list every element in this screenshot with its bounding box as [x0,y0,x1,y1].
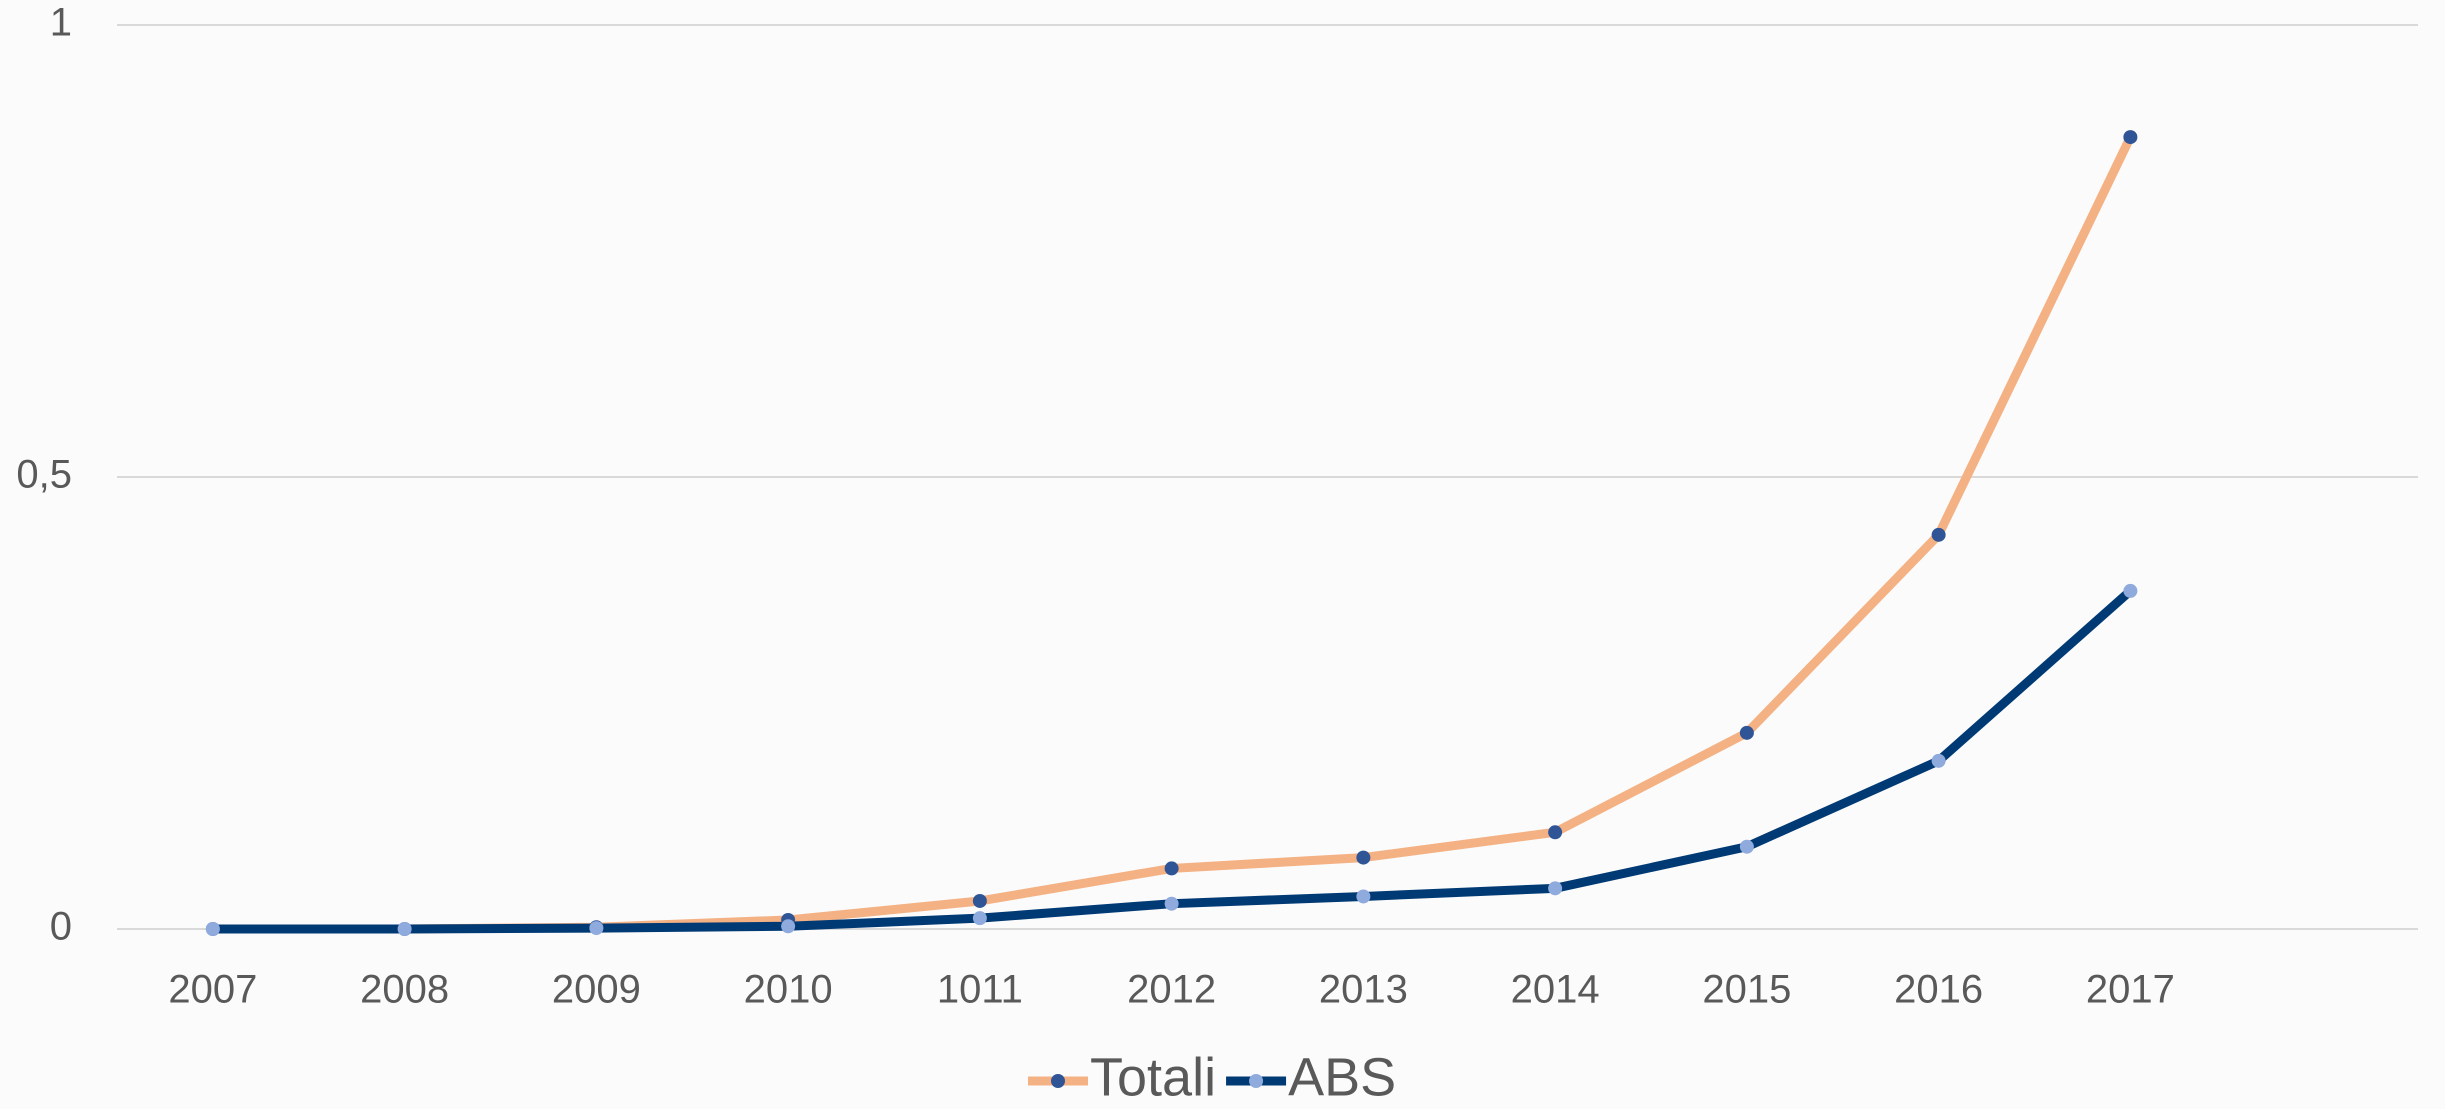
x-tick-label: 2012 [1127,968,1216,1012]
data-point [1548,881,1562,895]
x-tick-label: 2010 [744,968,833,1012]
data-point [398,922,412,936]
chart: 0 0,5 1 2007 2008 2009 2010 1011 2012 2013 2014 201… [0,0,2445,1109]
data-point [589,921,603,935]
data-point [973,911,987,925]
data-point [1548,825,1562,839]
x-tick-label: 2008 [360,968,449,1012]
x-tick-label: 2014 [1511,968,1600,1012]
data-point [1740,726,1754,740]
series-line [213,591,2131,929]
x-tick-label: 2016 [1894,968,1983,1012]
data-point [1740,840,1754,854]
y-tick-label: 1 [50,1,72,45]
data-point [1356,851,1370,865]
data-point [206,922,220,936]
data-point [1165,897,1179,911]
legend-marker [1051,1074,1065,1088]
x-tick-label: 2015 [1702,968,1791,1012]
x-tick-label: 2009 [552,968,641,1012]
data-point [2123,584,2137,598]
series-line [213,137,2131,929]
x-tick-label: 1011 [937,968,1023,1012]
data-point [1932,528,1946,542]
data-point [973,894,987,908]
x-tick-label: 2017 [2086,968,2175,1012]
data-point [1356,889,1370,903]
data-point [1932,754,1946,768]
legend-label: ABS [1288,1047,1396,1107]
y-tick-label: 0 [50,905,72,949]
legend-marker [1249,1074,1263,1088]
data-point [1165,861,1179,875]
y-tick-label: 0,5 [16,453,72,497]
legend-label: Totali [1090,1047,1216,1107]
data-point [2123,130,2137,144]
x-tick-label: 2013 [1319,968,1408,1012]
x-tick-label: 2007 [168,968,257,1012]
legend: Totali ABS [1028,1047,1396,1107]
data-point [781,919,795,933]
